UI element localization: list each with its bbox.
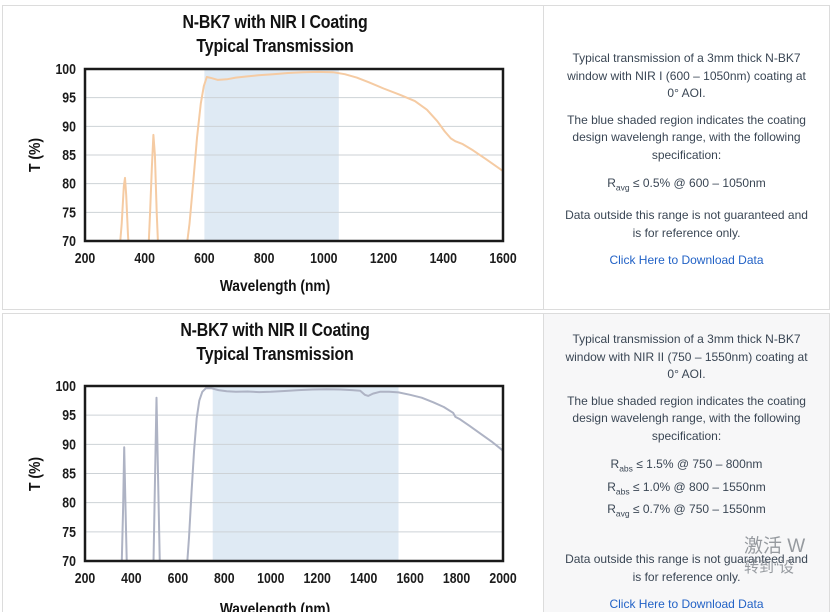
data-note: Data outside this range is not guarantee… (565, 552, 808, 584)
svg-text:1600: 1600 (396, 570, 424, 586)
svg-text:400: 400 (134, 250, 155, 266)
spec-list: Ravg ≤ 0.5% @ 600 – 1050nm (607, 174, 766, 198)
spec-line: Ravg ≤ 0.5% @ 600 – 1050nm (607, 175, 766, 193)
transmission-plot-nir2: 70 75 80 85 90 95 100 200 400 600 800 1000 1200 1400 1… (55, 378, 517, 586)
svg-text:95: 95 (62, 407, 76, 423)
chart-title: N-BK7 with NIR II Coating Typical Transm… (94, 318, 455, 366)
svg-text:800: 800 (214, 570, 235, 586)
chart-panel-nir1: N-BK7 with NIR I Coating Typical Transmi… (3, 6, 544, 309)
chart-title-line1: N-BK7 with NIR I Coating (182, 11, 368, 32)
download-data-link[interactable]: Click Here to Download Data (609, 596, 764, 611)
svg-text:75: 75 (62, 204, 76, 220)
data-note: Data outside this range is not guarantee… (565, 208, 808, 240)
svg-text:400: 400 (121, 570, 142, 586)
row-nir1: N-BK7 with NIR I Coating Typical Transmi… (2, 5, 830, 310)
row-nir2: N-BK7 with NIR II Coating Typical Transm… (2, 313, 830, 612)
chart-title-line2: Typical Transmission (196, 343, 354, 364)
svg-text:100: 100 (55, 61, 76, 77)
spec-line: Rabs ≤ 1.0% @ 800 – 1550nm (607, 479, 766, 496)
description-paragraph: The blue shaded region indicates the coa… (567, 112, 806, 162)
svg-text:800: 800 (254, 250, 275, 266)
svg-text:90: 90 (62, 118, 76, 134)
chart-title-line1: N-BK7 with NIR II Coating (180, 319, 370, 340)
svg-text:600: 600 (168, 570, 189, 586)
description-paragraph: The blue shaded region indicates the coa… (567, 393, 806, 443)
svg-text:1600: 1600 (489, 250, 517, 266)
description-panel-nir2: Typical transmission of a 3mm thick N-BK… (544, 314, 829, 612)
svg-text:600: 600 (194, 250, 215, 266)
svg-text:100: 100 (55, 378, 76, 394)
svg-text:85: 85 (62, 147, 76, 163)
download-data-link[interactable]: Click Here to Download Data (609, 252, 764, 267)
svg-text:1200: 1200 (304, 570, 332, 586)
description-paragraph: Typical transmission of a 3mm thick N-BK… (567, 51, 806, 101)
chart-title: N-BK7 with NIR I Coating Typical Transmi… (94, 10, 455, 58)
spec-line: Rabs ≤ 1.5% @ 750 – 800nm (610, 456, 763, 474)
svg-text:90: 90 (62, 436, 76, 452)
chart-title-line2: Typical Transmission (196, 35, 354, 56)
svg-text:1400: 1400 (430, 250, 458, 266)
spec-line: Ravg ≤ 0.7% @ 750 – 1550nm (607, 502, 766, 519)
svg-text:2000: 2000 (489, 570, 517, 586)
svg-text:1400: 1400 (350, 570, 378, 586)
svg-text:85: 85 (62, 465, 76, 481)
description-paragraph: Typical transmission of a 3mm thick N-BK… (565, 332, 808, 382)
x-axis-label: Wavelength (nm) (219, 601, 331, 612)
svg-text:1200: 1200 (370, 250, 398, 266)
svg-text:1800: 1800 (443, 570, 471, 586)
svg-text:1000: 1000 (257, 570, 285, 586)
svg-text:70: 70 (62, 553, 76, 569)
description-panel-nir1: Typical transmission of a 3mm thick N-BK… (544, 6, 829, 309)
x-axis-label: Wavelength (nm) (219, 278, 331, 295)
spec-list: Rabs ≤ 1.5% @ 750 – 800nm Rabs ≤ 1.0% @ … (607, 455, 766, 525)
svg-text:95: 95 (62, 90, 76, 106)
svg-text:200: 200 (75, 250, 96, 266)
svg-text:70: 70 (62, 233, 76, 249)
svg-text:80: 80 (62, 176, 76, 192)
svg-text:75: 75 (62, 524, 76, 540)
svg-text:200: 200 (75, 570, 96, 586)
transmission-plot-nir1: 70 75 80 85 90 95 100 200 400 600 800 1000 1200 1400 1… (55, 61, 517, 266)
chart-panel-nir2: N-BK7 with NIR II Coating Typical Transm… (3, 314, 544, 612)
svg-text:80: 80 (62, 495, 76, 511)
svg-text:1000: 1000 (310, 250, 338, 266)
